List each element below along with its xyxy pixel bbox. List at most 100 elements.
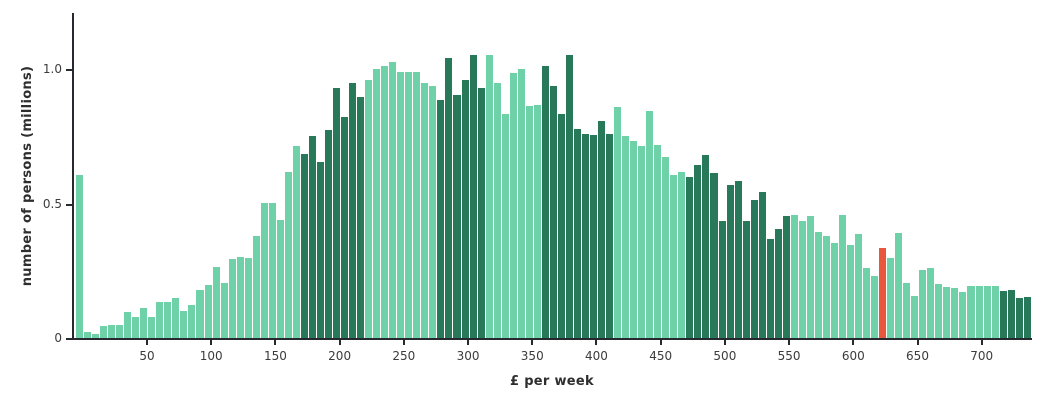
x-tick-mark — [402, 340, 405, 345]
histogram-bar — [887, 258, 895, 338]
histogram-bar — [782, 215, 790, 338]
x-tick-mark — [852, 340, 855, 345]
x-tick-label: 250 — [392, 349, 416, 363]
histogram-bar — [606, 134, 614, 338]
histogram-bar — [148, 316, 156, 338]
histogram-bar — [341, 116, 349, 338]
y-tick-label: 0 — [54, 331, 62, 345]
histogram-bar — [943, 287, 951, 338]
histogram-bar — [742, 220, 750, 338]
histogram-bar — [967, 286, 975, 338]
histogram-bar — [228, 258, 236, 338]
histogram-bar — [750, 199, 758, 338]
histogram-bar — [814, 232, 822, 338]
histogram-bar — [220, 283, 228, 338]
x-tick-mark — [916, 340, 919, 345]
histogram-bar — [662, 156, 670, 338]
x-tick-label: 300 — [456, 349, 480, 363]
histogram-bar — [180, 310, 188, 338]
histogram-bar — [100, 326, 108, 338]
histogram-bar — [525, 106, 533, 338]
x-tick-label: 400 — [585, 349, 608, 363]
histogram-bar — [557, 113, 565, 338]
histogram-bar — [798, 220, 806, 338]
histogram-bar — [308, 135, 316, 338]
histogram-bar — [429, 85, 437, 338]
x-tick-mark — [338, 340, 341, 345]
histogram-bar — [477, 88, 485, 338]
histogram-bar — [533, 105, 541, 338]
histogram-bar — [333, 87, 341, 338]
histogram-bar — [581, 134, 589, 338]
y-tick-mark — [66, 203, 72, 206]
histogram-bar — [983, 286, 991, 338]
histogram-bar — [501, 113, 509, 338]
x-tick-mark — [659, 340, 662, 345]
histogram-bar — [108, 325, 116, 338]
histogram-bar — [565, 54, 573, 338]
histogram-bar — [365, 79, 373, 338]
histogram-bar — [405, 72, 413, 338]
x-tick-label: 350 — [520, 349, 544, 363]
histogram-bar — [389, 62, 397, 338]
histogram-bar — [445, 58, 453, 338]
highlighted-bar — [879, 247, 887, 338]
histogram-bar — [638, 145, 646, 338]
histogram-bar — [975, 286, 983, 338]
histogram-bar — [927, 268, 935, 338]
histogram-bar — [132, 316, 140, 338]
histogram-bar — [124, 311, 132, 338]
histogram-bar — [76, 174, 84, 338]
histogram-bar — [92, 333, 100, 338]
x-tick-mark — [467, 340, 470, 345]
histogram-bar — [324, 129, 332, 338]
histogram-bar — [196, 290, 204, 338]
x-tick-mark — [531, 340, 534, 345]
x-tick-label: 450 — [649, 349, 673, 363]
histogram-bar — [316, 162, 324, 338]
histogram-bar — [999, 291, 1007, 338]
x-tick-mark — [274, 340, 277, 345]
x-axis-label: £ per week — [510, 374, 594, 389]
histogram-bar — [236, 257, 244, 338]
histogram-bar — [654, 145, 662, 338]
x-tick-label: 700 — [970, 349, 994, 363]
histogram-bar — [172, 297, 180, 338]
histogram-bar — [678, 172, 686, 338]
histogram-bar — [806, 216, 814, 338]
histogram-bar — [790, 214, 798, 338]
histogram-bar — [244, 258, 252, 338]
histogram-bar — [268, 203, 276, 338]
x-tick-mark — [723, 340, 726, 345]
histogram-bar — [630, 141, 638, 338]
histogram-bar — [204, 285, 212, 338]
histogram-bar — [919, 269, 927, 338]
histogram-bar — [357, 96, 365, 338]
histogram-bar — [855, 233, 863, 338]
histogram-bar — [951, 288, 959, 338]
histogram-bar — [838, 214, 846, 338]
x-tick-label: 550 — [777, 349, 801, 363]
histogram-bar — [702, 154, 710, 338]
x-tick-label: 600 — [841, 349, 865, 363]
histogram-bar — [726, 184, 734, 338]
y-tick-mark — [66, 69, 72, 72]
x-axis-spine — [72, 338, 1032, 340]
histogram-bar — [549, 86, 557, 338]
histogram-bar — [871, 276, 879, 338]
histogram-bar — [116, 325, 124, 338]
histogram-bar — [1023, 297, 1031, 338]
bars — [76, 14, 1031, 338]
histogram-bar — [140, 308, 148, 338]
x-tick-label: 150 — [263, 349, 287, 363]
x-tick-mark — [595, 340, 598, 345]
histogram-bar — [349, 83, 357, 338]
histogram-bar — [276, 219, 284, 338]
histogram-bar — [493, 82, 501, 338]
histogram-bar — [284, 171, 292, 338]
y-tick-label: 1.0 — [42, 62, 62, 77]
histogram-bar — [847, 244, 855, 338]
histogram-bar — [485, 54, 493, 338]
histogram-bar — [991, 286, 999, 338]
histogram-bar — [84, 332, 92, 338]
